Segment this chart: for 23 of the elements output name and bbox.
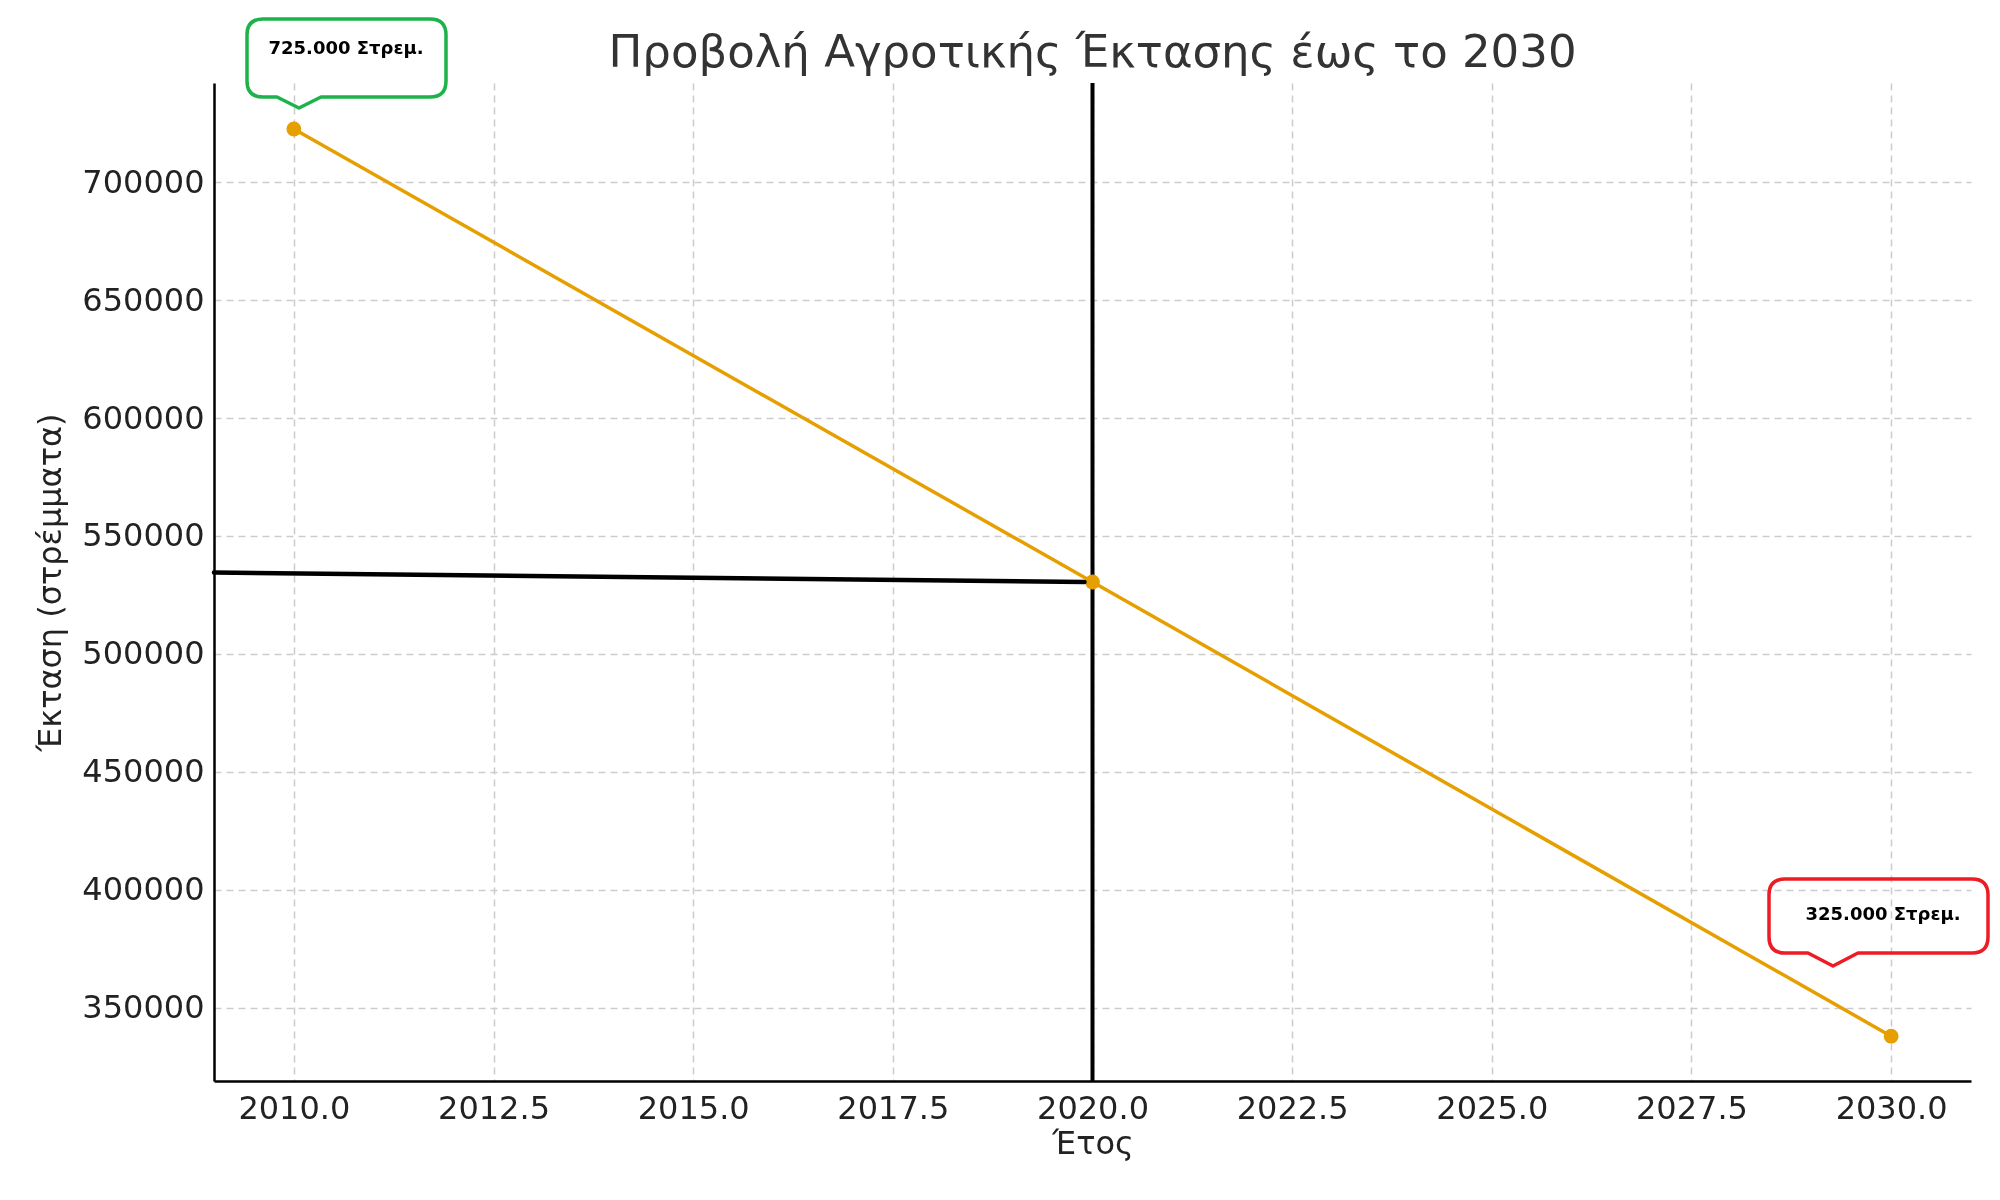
x-tick-label: 2012.5 bbox=[438, 1088, 551, 1127]
y-tick-label: 550000 bbox=[82, 516, 205, 555]
y-tick-label: 450000 bbox=[82, 752, 205, 791]
chart-title: Προβολή Αγροτικής Έκτασης έως το 2030 bbox=[608, 25, 1577, 78]
y-tick-label: 600000 bbox=[82, 398, 205, 437]
x-tick-label: 2017.5 bbox=[837, 1088, 950, 1127]
y-axis-title: Έκταση (στρέμματα) bbox=[31, 413, 70, 753]
annotation: 325.000 Στρεμ. bbox=[1805, 903, 1961, 924]
x-tick-label: 2015.0 bbox=[637, 1088, 750, 1127]
y-tick-label: 650000 bbox=[82, 280, 205, 319]
x-tick-label: 2010.0 bbox=[238, 1088, 351, 1127]
x-tick-label: 2025.0 bbox=[1436, 1088, 1549, 1127]
point bbox=[1883, 1028, 1899, 1044]
x-tick-label: 2027.5 bbox=[1635, 1088, 1748, 1127]
y-tick-label: 500000 bbox=[82, 634, 205, 673]
text: 725.000 Στρεμ. bbox=[268, 37, 424, 58]
y-tick-label: 400000 bbox=[82, 870, 205, 909]
y-tick-label: 700000 bbox=[82, 162, 205, 201]
point bbox=[286, 121, 302, 137]
y-tick-label: 350000 bbox=[82, 988, 205, 1027]
point bbox=[1085, 574, 1100, 590]
x-tick-label: 2030.0 bbox=[1835, 1088, 1948, 1127]
x-tick-label: 2022.5 bbox=[1236, 1088, 1349, 1127]
